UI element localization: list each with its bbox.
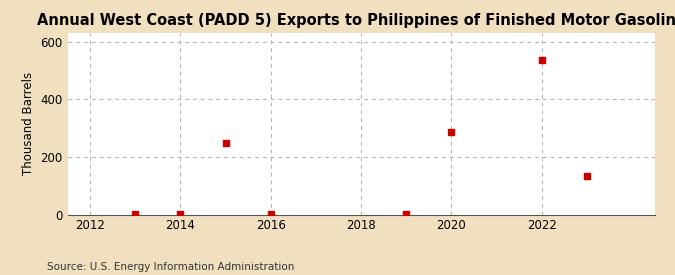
- Point: [220, 141, 231, 145]
- Point: [537, 58, 547, 62]
- Y-axis label: Thousand Barrels: Thousand Barrels: [22, 72, 35, 175]
- Point: [582, 174, 593, 178]
- Point: [175, 212, 186, 216]
- Point: [446, 130, 457, 134]
- Title: Annual West Coast (PADD 5) Exports to Philippines of Finished Motor Gasoline: Annual West Coast (PADD 5) Exports to Ph…: [36, 13, 675, 28]
- Point: [130, 212, 140, 216]
- Point: [401, 212, 412, 216]
- Text: Source: U.S. Energy Information Administration: Source: U.S. Energy Information Administ…: [47, 262, 294, 272]
- Point: [265, 212, 276, 216]
